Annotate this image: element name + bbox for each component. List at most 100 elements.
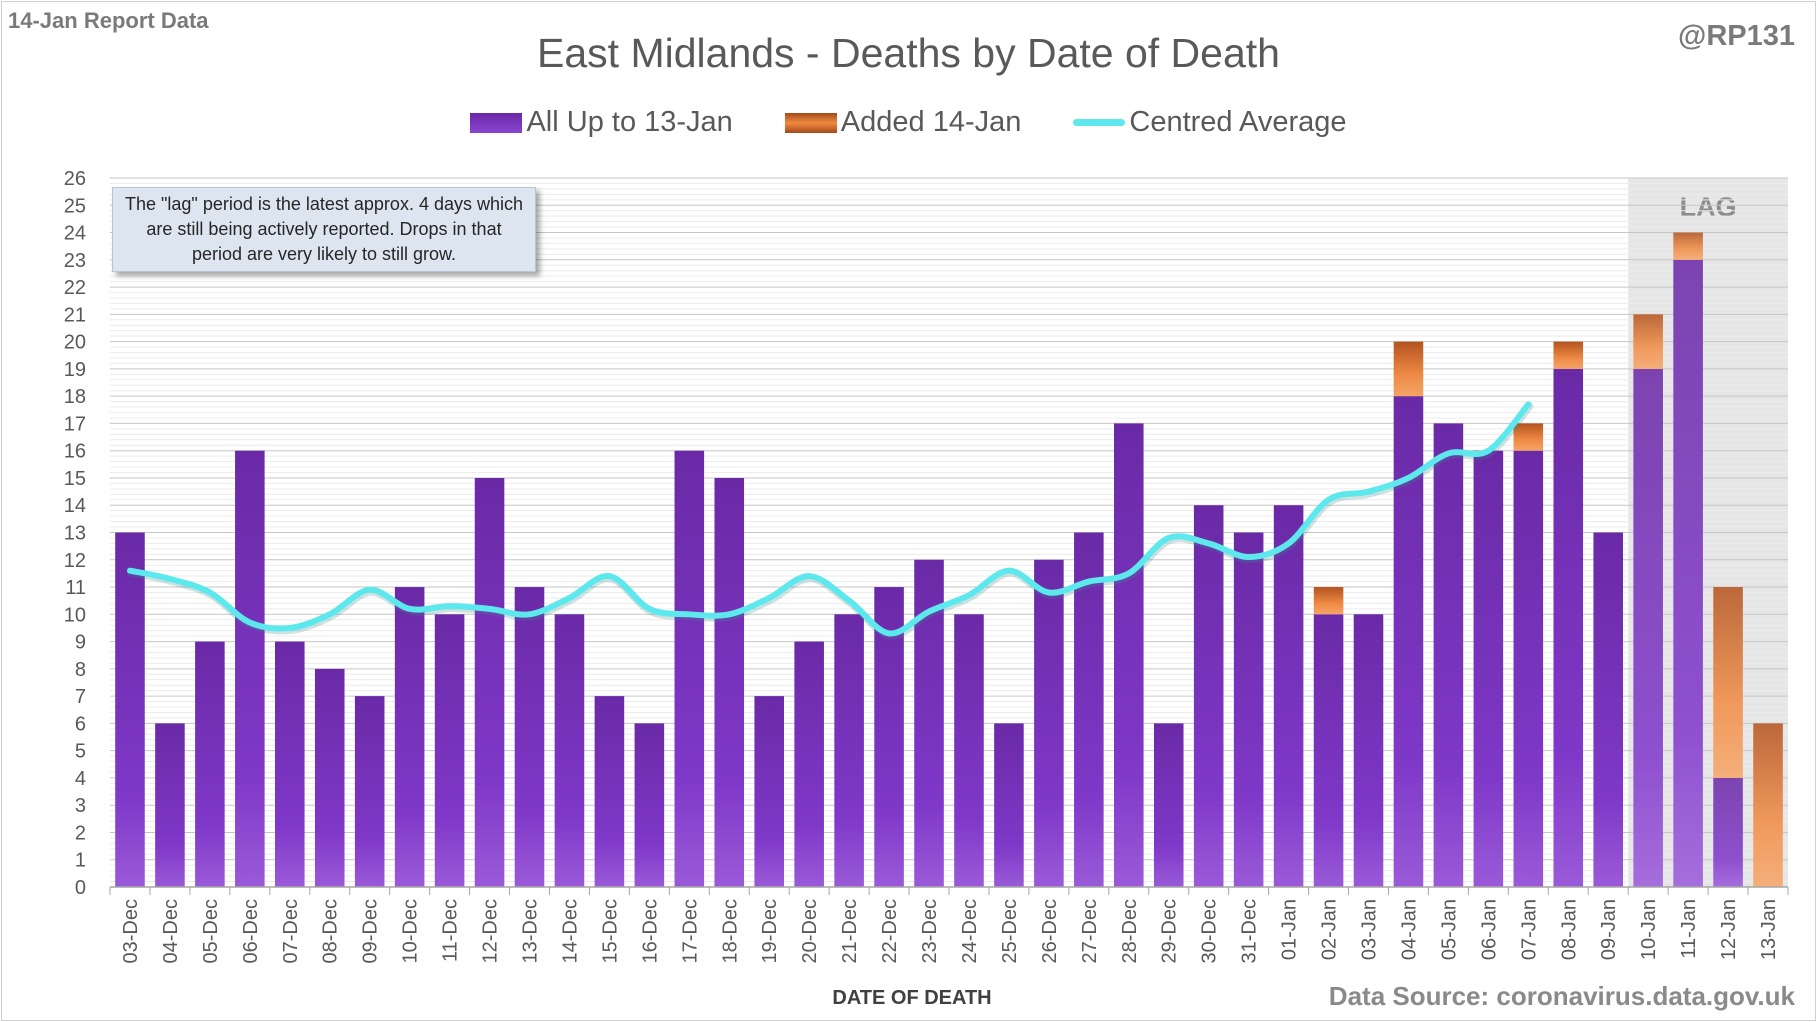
y-tick-label: 21 [64,304,86,326]
bar-added [1713,587,1743,778]
bar-base [834,614,864,887]
x-tick-label: 04-Jan [1398,899,1420,960]
bar-base [314,668,345,887]
x-tick-label: 06-Dec [240,899,262,963]
bar-base [1313,614,1344,887]
y-tick-label: 3 [75,795,86,817]
bar-added [1393,341,1424,397]
bar-base [754,696,784,887]
average-line [126,401,1532,637]
y-tick-label: 26 [64,168,86,190]
x-tick-label: 07-Dec [280,899,302,963]
bar-base [115,532,145,887]
bar-base [474,477,505,887]
bar-base [674,450,705,887]
x-tick-label: 06-Jan [1478,899,1500,960]
bar-base [1074,532,1104,887]
y-tick-label: 8 [75,659,86,681]
report-date-tag: 14-Jan Report Data [8,8,209,33]
bar-added [1673,232,1703,260]
bar-base [1193,505,1224,887]
y-tick-label: 24 [64,223,86,245]
y-tick-label: 2 [75,822,86,844]
bar-base [1433,423,1464,887]
x-tick-label: 20-Dec [799,899,821,963]
legend-label-base: All Up to 13-Jan [526,106,733,138]
legend-label-average: Centred Average [1129,106,1347,138]
y-tick-label: 13 [64,523,86,545]
y-tick-label: 20 [64,332,86,354]
y-tick-label: 19 [64,359,86,381]
legend-swatch-line [1073,119,1126,126]
x-tick-label: 07-Jan [1518,899,1540,960]
bar-base [195,641,225,887]
x-tick-label: 26-Dec [1039,899,1061,963]
x-tick-label: 30-Dec [1199,899,1221,963]
bar-base [275,641,305,887]
bar-added [1753,723,1783,887]
y-tick-label: 22 [64,277,86,299]
bar-base [394,587,425,887]
bar-added [1513,423,1544,451]
x-tick-label: 12-Dec [480,899,502,963]
x-tick-label: 22-Dec [879,899,901,963]
bar-base [1273,505,1304,887]
x-tick-label: 21-Dec [839,899,861,963]
x-tick-label: 29-Dec [1159,899,1181,963]
bar-base [1553,368,1584,887]
y-tick-label: 15 [64,468,86,490]
x-tick-label: 02-Jan [1319,899,1341,960]
x-tick-label: 05-Dec [200,899,222,963]
x-tick-label: 05-Jan [1438,899,1460,960]
y-tick-label: 9 [75,632,86,654]
y-tick-label: 7 [75,686,86,708]
data-source: Data Source: coronavirus.data.gov.uk [1328,981,1795,1011]
y-tick-label: 12 [64,550,86,572]
legend-swatch-purple [470,112,523,133]
x-tick-label: 27-Dec [1079,899,1101,963]
chart-title: East Midlands - Deaths by Date of Death [537,30,1280,76]
x-tick-label: 23-Dec [919,899,941,963]
x-tick-label: 15-Dec [599,899,621,963]
x-tick-label: 16-Dec [639,899,661,963]
x-tick-label: 13-Jan [1758,899,1780,960]
x-tick-label: 13-Dec [520,899,542,963]
y-tick-label: 10 [64,604,86,626]
x-tick-label: 19-Dec [759,899,781,963]
bar-base [1233,532,1264,887]
x-tick-label: 11-Jan [1678,899,1700,959]
y-tick-label: 5 [75,741,86,763]
bar-base [1473,450,1504,887]
x-tick-label: 18-Dec [719,899,741,963]
x-tick-label: 09-Jan [1598,899,1620,960]
legend-item-base: All Up to 13-Jan [470,106,733,139]
bar-base [155,723,185,887]
author-handle: @RP131 [1678,20,1795,52]
bar-lag-overlay [1753,723,1783,887]
y-tick-label: 16 [64,441,86,463]
x-tick-label: 25-Dec [999,899,1021,963]
bar-base [1153,723,1184,887]
x-tick-label: 10-Dec [400,899,422,963]
x-tick-label: 08-Jan [1558,899,1580,960]
y-tick-label: 11 [65,577,86,599]
x-tick-label: 03-Dec [120,899,142,963]
bar-base [594,696,625,887]
x-tick-label: 04-Dec [160,899,182,963]
bar-base [514,587,545,887]
bar-lag-overlay [1673,232,1703,888]
legend-swatch-orange [784,112,837,133]
y-tick-label: 4 [75,768,86,790]
x-tick-label: 08-Dec [320,899,342,963]
x-tick-label: 09-Dec [360,899,382,963]
bar-added [1313,587,1344,615]
x-tick-label: 14-Dec [559,899,581,963]
bar-added [1633,314,1663,369]
y-tick-label: 23 [64,250,86,272]
bar-base [354,696,385,887]
x-tick-label: 10-Jan [1638,899,1660,960]
bar-added [1553,341,1584,369]
y-tick-label: 17 [64,413,86,435]
bar-base [954,614,984,887]
